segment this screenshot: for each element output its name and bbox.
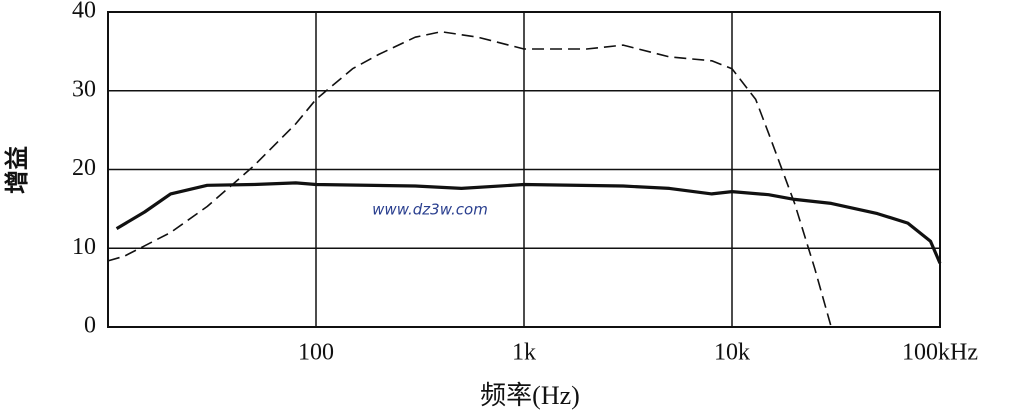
data-line [107,30,832,328]
x-axis-label: 频率(Hz) [480,381,580,410]
y-tick-label: 0 [84,313,96,339]
y-axis-label: 增益 [3,146,31,194]
x-tick-label: 100kHz [902,340,978,366]
x-tick-label: 100 [298,340,334,366]
watermark: www.dz3w.com [372,201,488,219]
y-tick-label: 10 [72,234,96,260]
x-tick-label: 10k [714,340,750,366]
y-tick-label: 40 [72,0,96,24]
y-tick-label: 30 [72,76,96,102]
x-tick-label: 1k [512,340,536,366]
y-tick-label: 20 [72,155,96,181]
data-line [115,181,942,264]
